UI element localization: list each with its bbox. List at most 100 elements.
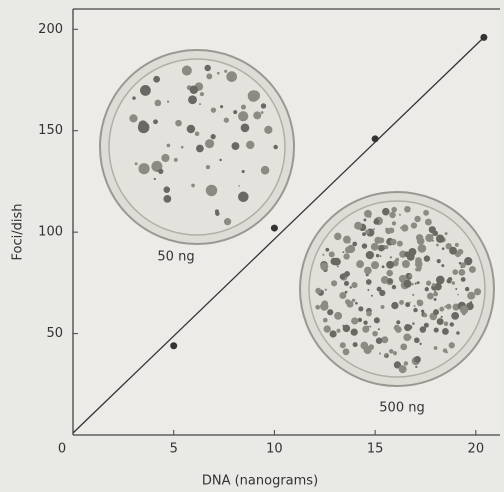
colony — [205, 184, 218, 197]
y-tick-label: 50 — [46, 326, 63, 341]
colony — [339, 291, 347, 299]
colony — [467, 291, 476, 300]
colony — [233, 110, 238, 115]
colony — [364, 209, 372, 218]
colony — [443, 321, 449, 326]
colony — [199, 103, 201, 105]
y-tick-label: 150 — [38, 123, 63, 138]
colony — [334, 311, 343, 320]
colony — [226, 71, 238, 82]
colony — [206, 73, 213, 80]
colony — [444, 305, 447, 308]
colony — [191, 183, 195, 188]
colony — [425, 233, 434, 243]
dish-photos — [99, 49, 495, 387]
colony — [388, 349, 394, 354]
colony — [365, 279, 372, 285]
x-tick-label: 10 — [266, 442, 283, 457]
colony — [473, 288, 482, 296]
colony — [416, 299, 422, 305]
colony — [315, 304, 321, 310]
colony — [138, 163, 150, 175]
colony — [334, 232, 342, 241]
colony — [210, 107, 217, 113]
x-tick-label: 15 — [367, 442, 384, 457]
colony — [343, 253, 350, 260]
colony — [445, 303, 452, 310]
colony — [188, 95, 197, 105]
colony — [322, 253, 325, 256]
colony — [323, 325, 331, 333]
colony — [216, 71, 220, 75]
colony — [403, 361, 409, 366]
x-tick-label: 20 — [468, 442, 485, 457]
colony — [403, 333, 412, 342]
x-tick-label: 5 — [170, 442, 178, 457]
colony — [395, 326, 402, 333]
colony — [441, 264, 445, 268]
colony — [372, 330, 378, 337]
colony — [220, 105, 224, 109]
colony — [381, 336, 389, 344]
colony — [199, 92, 205, 97]
colony — [140, 84, 151, 96]
colony — [348, 241, 351, 244]
colony — [260, 111, 264, 114]
colony — [158, 168, 164, 175]
colony — [330, 257, 338, 266]
annotation: 50 ng — [157, 250, 194, 265]
colony — [374, 218, 379, 222]
colony — [365, 250, 374, 260]
colony — [379, 255, 382, 257]
colony — [391, 301, 399, 310]
y-tick-label: 200 — [38, 22, 63, 37]
colony — [320, 262, 329, 271]
colony — [357, 317, 363, 323]
colony — [391, 284, 397, 290]
colony — [380, 276, 389, 284]
colony — [324, 288, 327, 291]
colony — [423, 322, 429, 328]
colony — [375, 337, 383, 344]
colony — [380, 304, 385, 309]
colony — [468, 265, 476, 273]
colony — [428, 226, 436, 234]
colony — [381, 265, 385, 269]
colony — [362, 232, 366, 237]
colony — [442, 328, 449, 335]
colony — [396, 320, 401, 325]
colony — [260, 165, 270, 175]
colony — [433, 327, 439, 333]
data-point — [480, 33, 488, 41]
colony — [415, 257, 422, 264]
colony — [400, 343, 408, 351]
colony — [378, 352, 382, 355]
colony — [129, 114, 138, 123]
colony — [339, 342, 346, 349]
colony — [181, 65, 192, 76]
colony — [458, 269, 466, 276]
colony — [435, 275, 445, 285]
y-axis-label: Foci/dish — [11, 204, 26, 261]
colony — [378, 237, 385, 244]
colony — [379, 289, 386, 297]
colony — [409, 301, 412, 304]
colony — [447, 277, 453, 282]
colony — [342, 348, 350, 356]
colony — [134, 162, 138, 166]
colony — [464, 257, 473, 266]
colony — [423, 313, 428, 318]
colony — [264, 125, 273, 134]
colony — [387, 278, 393, 284]
colony — [327, 309, 334, 316]
colony — [339, 273, 346, 280]
colony — [415, 365, 418, 368]
colony — [407, 324, 413, 330]
colony — [441, 247, 445, 251]
colony — [423, 209, 430, 216]
colony — [445, 351, 448, 354]
colony — [175, 119, 182, 127]
colony — [161, 153, 170, 163]
colony — [396, 240, 403, 247]
